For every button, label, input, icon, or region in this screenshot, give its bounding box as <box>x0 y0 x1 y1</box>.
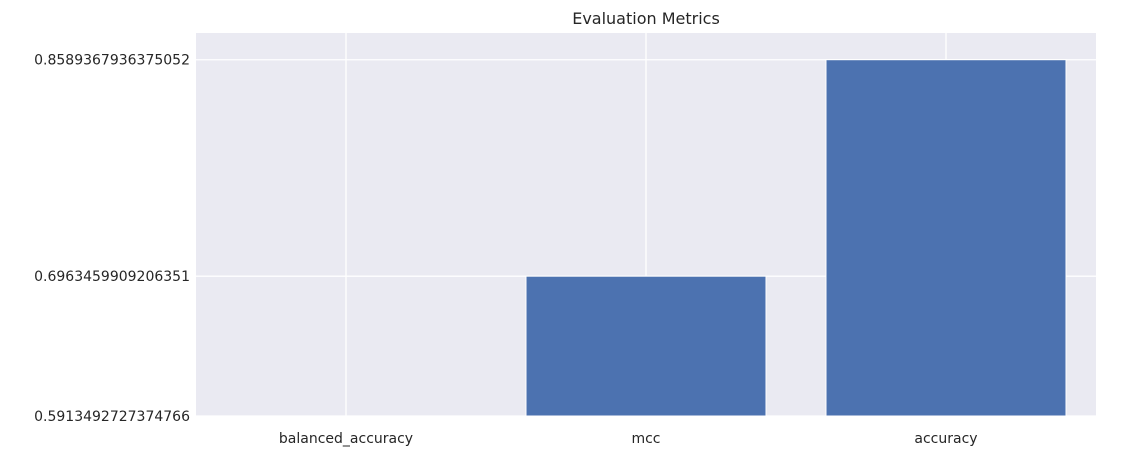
y-tick-label: 0.5913492727374766 <box>34 409 190 425</box>
tick-labels: 0.5913492727374766 0.6963459909206351 0.85… <box>34 53 977 447</box>
bar-accuracy <box>825 59 1067 417</box>
bars <box>525 59 1067 417</box>
x-tick-label: balanced_accuracy <box>279 431 413 447</box>
chart-title: Evaluation Metrics <box>572 9 720 28</box>
y-tick-label: 0.6963459909206351 <box>34 269 190 285</box>
x-tick-label: mcc <box>631 431 660 447</box>
bar-mcc <box>525 275 767 417</box>
y-tick-label: 0.8589367936375052 <box>34 53 190 69</box>
x-tick-label: accuracy <box>914 431 977 447</box>
